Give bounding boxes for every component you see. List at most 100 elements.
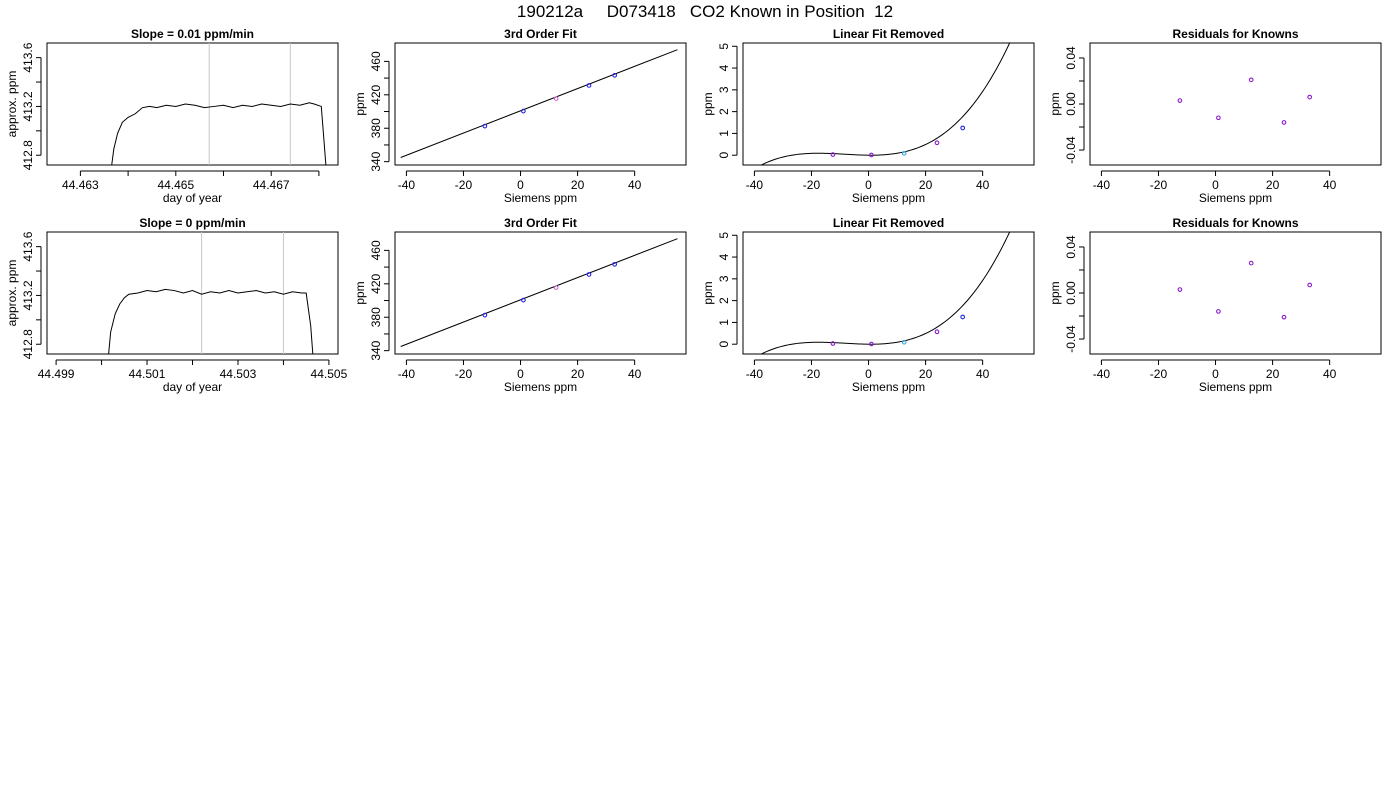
x-tick-label: -40 — [746, 178, 764, 192]
plot-data — [760, 43, 1011, 165]
x-tick-label: 20 — [1266, 178, 1280, 192]
data-point — [612, 72, 618, 78]
data-point — [586, 83, 592, 88]
panel-title: Linear Fit Removed — [833, 216, 944, 230]
x-tick-label: 0 — [517, 178, 524, 192]
data-point — [901, 339, 907, 345]
series-line — [400, 49, 678, 158]
plot-data — [1177, 260, 1313, 320]
y-tick-label: 380 — [369, 307, 383, 327]
y-tick-label: -0.04 — [1064, 325, 1078, 353]
y-tick-label: 0 — [717, 152, 731, 159]
data-point — [1281, 120, 1287, 125]
y-tick-label: 3 — [717, 275, 731, 282]
y-tick-label: 413.2 — [21, 91, 35, 121]
data-point — [482, 123, 488, 129]
y-tick-label: 0 — [717, 341, 731, 348]
plot-frame — [46, 231, 339, 355]
fit-curve — [760, 232, 1011, 354]
x-tick-label: 44.501 — [129, 367, 166, 381]
x-tick-label: -20 — [455, 367, 473, 381]
data-point — [934, 329, 940, 335]
data-point — [830, 152, 836, 157]
data-point — [553, 96, 559, 101]
data-point — [612, 261, 618, 267]
plot-data — [108, 232, 314, 354]
x-tick-label: 40 — [628, 178, 642, 192]
y-axis-label: approx. ppm — [5, 260, 19, 327]
data-point — [1281, 314, 1287, 320]
x-tick-label: 0 — [517, 367, 524, 381]
y-axis-label: ppm — [1048, 92, 1062, 115]
plot-data — [400, 49, 678, 158]
data-point — [553, 285, 559, 290]
x-tick-label: -40 — [398, 367, 416, 381]
y-tick-label: 413.2 — [21, 280, 35, 310]
x-tick-label: 40 — [1323, 367, 1337, 381]
y-axis-label: ppm — [701, 92, 715, 115]
plot-frame — [1089, 42, 1382, 166]
data-point — [901, 150, 907, 156]
y-tick-label: 380 — [369, 118, 383, 138]
y-axis-label: ppm — [701, 281, 715, 304]
series-line — [108, 288, 314, 354]
x-axis-label: Siemens ppm — [1199, 191, 1272, 205]
panel-7: Linear Fit Removed -40 -20 0 20 40 0 1 2 3 4 5 Sieme… — [701, 216, 1035, 394]
y-tick-label: 413.6 — [21, 42, 35, 72]
y-tick-label: 4 — [717, 253, 731, 260]
x-axis-label: Siemens ppm — [852, 191, 925, 205]
y-tick-label: 413.6 — [21, 231, 35, 261]
x-tick-label: 20 — [919, 367, 933, 381]
data-point — [1216, 115, 1221, 121]
x-tick-label: 20 — [571, 178, 585, 192]
data-point — [869, 152, 874, 158]
y-tick-label: 0.00 — [1064, 281, 1078, 305]
y-tick-label: 0.04 — [1064, 46, 1078, 70]
y-tick-label: 460 — [369, 51, 383, 71]
plot-data — [1177, 77, 1313, 125]
y-tick-label: 420 — [369, 273, 383, 293]
x-tick-label: 20 — [571, 367, 585, 381]
plot-frame — [394, 231, 687, 355]
panel-title: Slope = 0.01 ppm/min — [131, 27, 254, 41]
x-tick-label: 40 — [976, 178, 990, 192]
panel-title: Linear Fit Removed — [833, 27, 944, 41]
x-axis-label: Siemens ppm — [504, 380, 577, 394]
panel-title: Slope = 0 ppm/min — [139, 216, 245, 230]
y-tick-label: 420 — [369, 84, 383, 104]
plot-data — [760, 232, 1011, 354]
y-tick-label: 3 — [717, 86, 731, 93]
x-tick-label: -20 — [455, 178, 473, 192]
y-tick-label: 2 — [717, 297, 731, 304]
y-axis-label: ppm — [1048, 281, 1062, 304]
x-tick-label: 40 — [1323, 178, 1337, 192]
data-point — [960, 125, 966, 131]
x-tick-label: 0 — [1212, 367, 1219, 381]
y-tick-label: 1 — [717, 130, 731, 137]
data-point — [586, 272, 592, 277]
fit-curve — [760, 43, 1011, 165]
panel-6: 3rd Order Fit -40 -20 0 20 40 340 380 420 460 Siem… — [353, 216, 687, 394]
data-point — [869, 341, 874, 347]
x-axis-label: Siemens ppm — [852, 380, 925, 394]
series-line — [400, 238, 678, 347]
plot-frame — [1089, 231, 1382, 355]
data-point — [1307, 282, 1313, 288]
plot-frame — [742, 42, 1035, 166]
x-tick-label: -20 — [1150, 178, 1168, 192]
panel-8: Residuals for Knowns -40 -20 0 20 40 -0.04 0.00… — [1048, 216, 1382, 394]
x-axis-label: day of year — [163, 380, 222, 394]
x-tick-label: -40 — [1093, 367, 1111, 381]
y-tick-label: 1 — [717, 319, 731, 326]
x-tick-label: 44.503 — [220, 367, 257, 381]
x-tick-label: 44.467 — [253, 178, 290, 192]
panel-1: Slope = 0.01 ppm/min 44.463 44.465 44.467 41… — [5, 27, 339, 205]
data-point — [1177, 287, 1183, 292]
y-tick-label: 0.00 — [1064, 92, 1078, 116]
data-point — [1248, 260, 1254, 266]
panel-2: 3rd Order Fit -40 -20 0 20 40 340 380 420 460 Siem… — [353, 27, 687, 205]
y-axis-label: ppm — [353, 92, 367, 115]
panel-5: Slope = 0 ppm/min 44.499 44.501 44.503 44.50… — [5, 216, 348, 394]
